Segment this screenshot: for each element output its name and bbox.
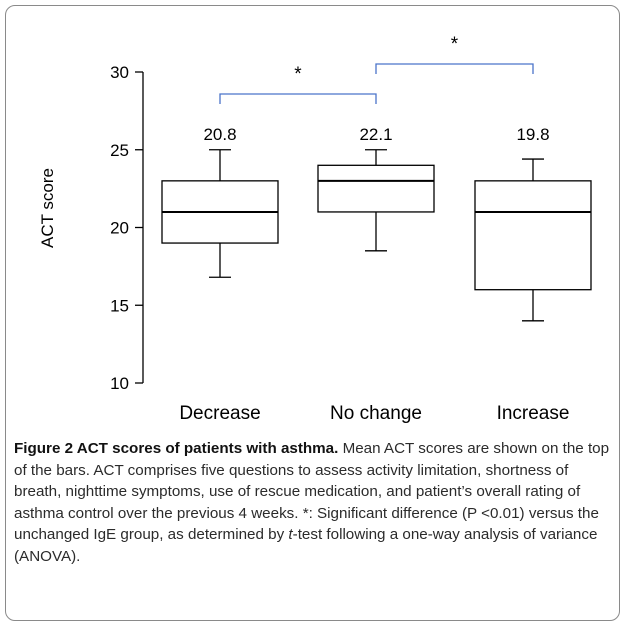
figure-frame: [5, 5, 620, 621]
x-tick-label: Decrease: [179, 403, 260, 424]
mean-label: 20.8: [203, 125, 236, 144]
mean-label: 19.8: [516, 125, 549, 144]
box-iqr: [474, 180, 592, 291]
bracket-line: [219, 93, 377, 104]
box-no-change: 22.1 No change: [317, 125, 435, 424]
significance-bracket: *: [375, 34, 534, 74]
y-axis-label: ACT score: [38, 168, 57, 248]
y-tick-label: 20: [110, 219, 129, 238]
box-plot-chart: 10 15 20 25 30 20.8 Decrease 22.1 No change 19.8…: [38, 34, 592, 424]
significance-marker: *: [294, 64, 302, 85]
figure-caption: Figure 2 ACT scores of patients with ast…: [14, 438, 614, 567]
y-tick-label: 10: [110, 374, 129, 393]
caption-text-end: -test following a one-way analysis of va…: [14, 526, 598, 565]
y-tick-label: 15: [110, 296, 129, 315]
y-tick-label: 25: [110, 141, 129, 160]
y-axis: 10 15 20 25 30: [110, 63, 144, 393]
box-decrease: 20.8 Decrease: [161, 125, 279, 424]
box-increase: 19.8 Increase: [474, 125, 592, 424]
y-tick-label: 30: [110, 63, 129, 82]
significance-brackets: **: [219, 34, 534, 104]
mean-label: 22.1: [359, 125, 392, 144]
box-iqr: [317, 164, 435, 213]
significance-bracket: *: [219, 64, 377, 104]
caption-title: Figure 2 ACT scores of patients with ast…: [14, 440, 339, 457]
x-tick-label: Increase: [497, 403, 570, 424]
caption-text: Mean ACT scores are shown on the top of …: [14, 440, 610, 543]
bracket-line: [375, 63, 534, 74]
caption-italic-t: t: [288, 526, 293, 543]
significance-marker: *: [451, 34, 459, 55]
box-series: 20.8 Decrease 22.1 No change 19.8 Increase: [161, 125, 592, 424]
x-tick-label: No change: [330, 403, 422, 424]
